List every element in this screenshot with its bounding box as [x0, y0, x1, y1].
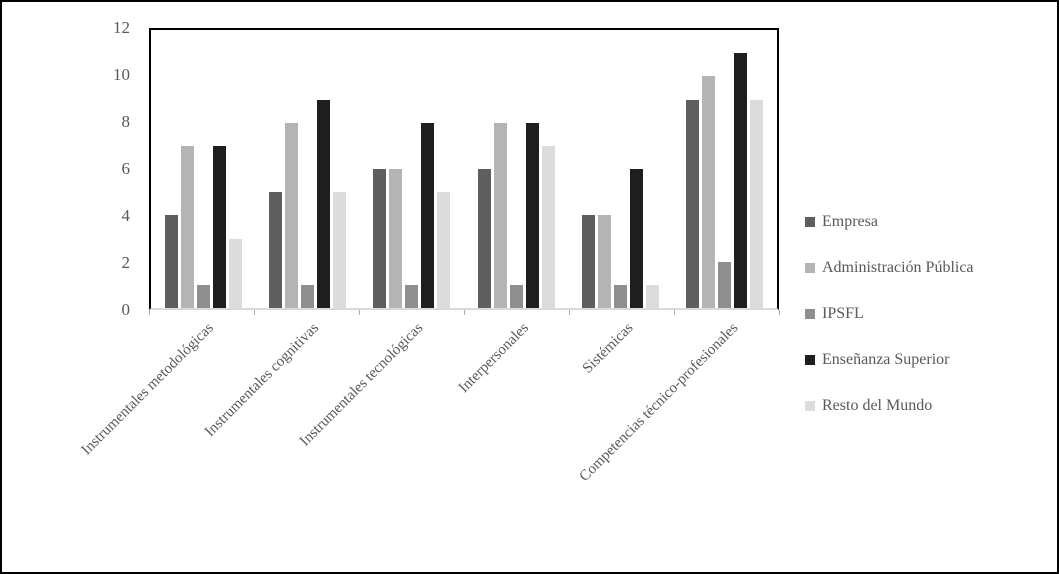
bar [597, 215, 611, 308]
bar [613, 284, 627, 308]
bar [734, 53, 748, 308]
bar [316, 99, 330, 308]
y-axis-tick-label: 12 [113, 18, 130, 37]
legend-item: Resto del Mundo [805, 383, 974, 429]
y-axis-tick-label: 8 [121, 112, 131, 131]
x-axis-category-label: Instrumentales tecnológicas [297, 320, 427, 450]
bar [373, 169, 387, 308]
x-axis-tick-mark [359, 310, 360, 315]
legend-swatch-icon [805, 355, 815, 365]
y-axis-tick-label: 0 [121, 300, 131, 319]
legend-item: Empresa [805, 199, 974, 245]
bar [686, 99, 700, 308]
bar [437, 192, 451, 308]
bar [525, 122, 539, 308]
bar [268, 192, 282, 308]
bar [389, 169, 403, 308]
legend-item: Enseñanza Superior [805, 337, 974, 383]
bar [284, 122, 298, 308]
x-axis-category-label: Sistémicas [580, 320, 637, 377]
legend-item: Administración Pública [805, 245, 974, 291]
bar-group [568, 30, 672, 308]
legend-swatch-icon [805, 309, 815, 319]
bar [180, 145, 194, 308]
plot-area [149, 28, 779, 310]
bar [702, 76, 716, 308]
x-axis-tick-mark [569, 310, 570, 315]
y-axis-tick-label: 4 [121, 206, 131, 225]
x-axis-tick-mark [464, 310, 465, 315]
bar [629, 169, 643, 308]
legend-label: Empresa [822, 213, 878, 230]
x-axis-category-label: Instrumentales cognitivas [201, 320, 322, 441]
x-axis-tick-mark [779, 310, 780, 315]
bar [212, 145, 226, 308]
bar [541, 145, 555, 308]
legend-label: Administración Pública [822, 259, 974, 276]
bar [718, 261, 732, 308]
legend-swatch-icon [805, 263, 815, 273]
y-axis-tick-label: 2 [121, 253, 131, 272]
bar [196, 284, 210, 308]
y-axis-tick-label: 10 [113, 65, 130, 84]
bar [509, 284, 523, 308]
bar [645, 284, 659, 308]
legend: Empresa Administración Pública IPSFL Enseña… [805, 199, 974, 429]
legend-label: IPSFL [822, 305, 864, 322]
bar-group [255, 30, 359, 308]
bar [421, 122, 435, 308]
bar-group [360, 30, 464, 308]
bar [332, 192, 346, 308]
legend-swatch-icon [805, 217, 815, 227]
legend-label: Enseñanza Superior [822, 351, 950, 368]
x-axis-tick-mark [674, 310, 675, 315]
bar [581, 215, 595, 308]
bar [493, 122, 507, 308]
legend-item: IPSFL [805, 291, 974, 337]
bar [477, 169, 491, 308]
bar-group [673, 30, 777, 308]
x-axis-category-label: Interpersonales [455, 320, 532, 397]
x-axis-tick-mark [149, 310, 150, 315]
bar [228, 238, 242, 308]
bar [164, 215, 178, 308]
bar [405, 284, 419, 308]
x-axis-tick-mark [254, 310, 255, 315]
bars-layer [151, 30, 777, 308]
x-axis-category-label: Instrumentales metodológicas [78, 320, 217, 459]
legend-swatch-icon [805, 401, 815, 411]
bar [300, 284, 314, 308]
legend-label: Resto del Mundo [822, 397, 933, 414]
bar [750, 99, 764, 308]
bar-group [464, 30, 568, 308]
y-axis-tick-label: 6 [121, 159, 131, 178]
bar-group [151, 30, 255, 308]
